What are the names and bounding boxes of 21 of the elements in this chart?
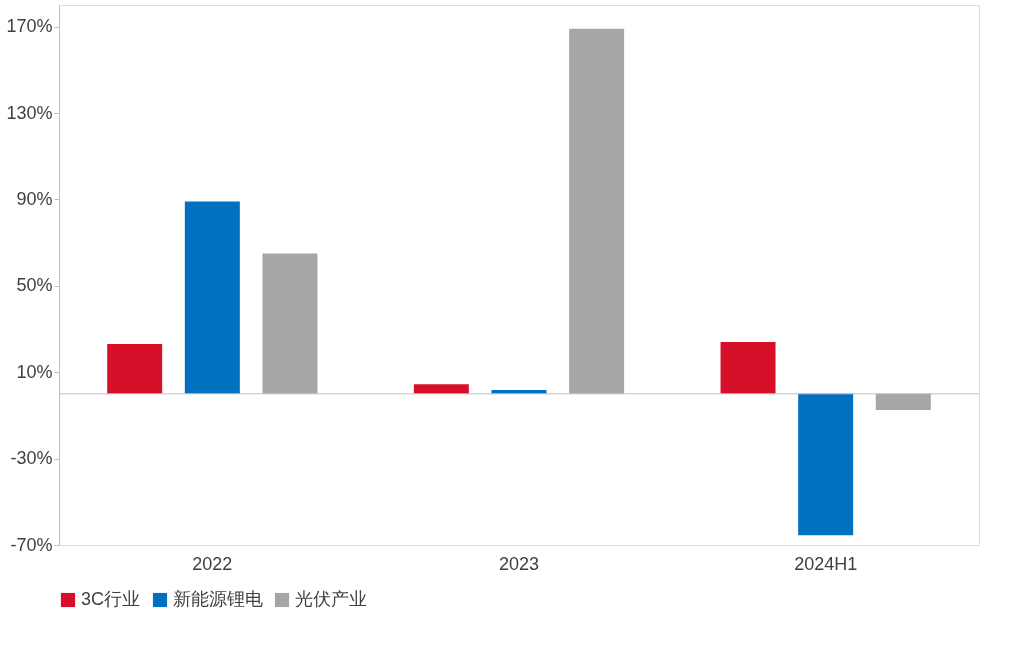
legend-label: 3C行业 (81, 589, 141, 609)
bar (875, 393, 931, 410)
x-tick-label: 2022 (192, 553, 233, 574)
x-tick-label: 2023 (498, 553, 540, 574)
y-tick-label: -70% (10, 534, 53, 555)
bar (107, 344, 163, 394)
y-tick-label: -30% (10, 448, 53, 469)
bar (798, 393, 854, 536)
bar (262, 253, 318, 394)
legend-label: 光伏产业 (295, 589, 367, 609)
y-tick-label: 90% (16, 188, 53, 209)
y-tick-label: 10% (16, 361, 53, 382)
bar (184, 201, 240, 394)
y-tick-label: 50% (16, 275, 53, 296)
bar (569, 28, 625, 394)
legend-label: 新能源锂电 (173, 589, 263, 609)
y-tick-label: 170% (6, 16, 53, 37)
bar (720, 341, 776, 394)
x-tick-label: 2024H1 (794, 553, 858, 574)
y-tick-label: 130% (6, 102, 53, 123)
bar (413, 384, 469, 394)
